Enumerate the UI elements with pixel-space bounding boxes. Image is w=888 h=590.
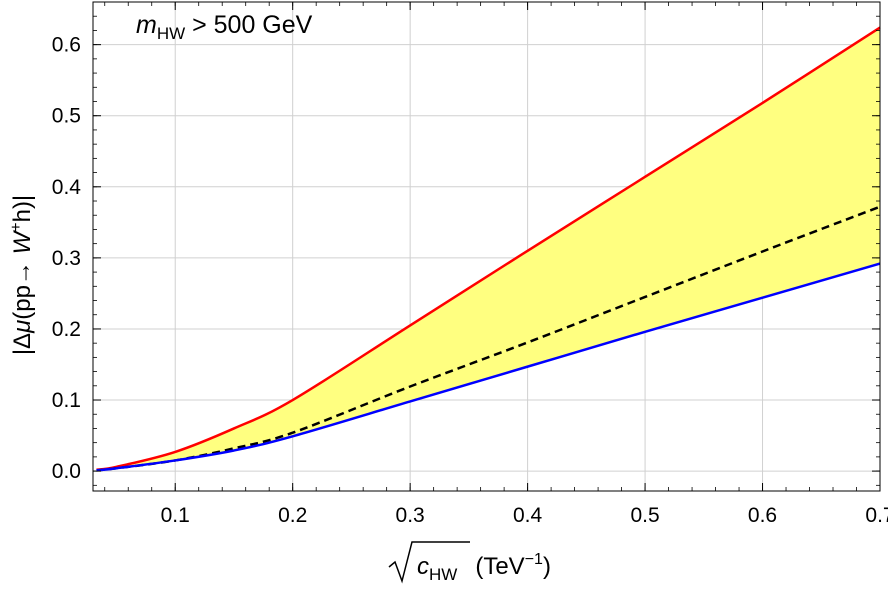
x-tick-label: 0.3 bbox=[396, 504, 425, 527]
x-axis-title: cHW (TeV−1) bbox=[388, 541, 551, 584]
sqrt-sign bbox=[388, 541, 470, 584]
x-tick-labels: 0.1 0.2 0.3 0.4 0.5 0.6 0.7 bbox=[161, 504, 888, 527]
axis-ticks bbox=[93, 1, 881, 491]
y-axis-label: |Δμ(pp→ W+h)| bbox=[8, 195, 36, 355]
series-lines bbox=[96, 26, 881, 472]
series-line-1 bbox=[96, 26, 881, 471]
x-tick-label: 0.4 bbox=[513, 504, 543, 527]
x-tick-label: 0.7 bbox=[865, 504, 888, 527]
y-tick-label: 0.1 bbox=[52, 389, 81, 412]
y-tick-label: 0.5 bbox=[52, 105, 81, 128]
y-tick-label: 0.0 bbox=[52, 460, 81, 483]
x-tick-label: 0.5 bbox=[630, 504, 659, 527]
x-tick-label: 0.6 bbox=[748, 504, 777, 527]
mass-cut-annotation: mHW > 500 GeV bbox=[136, 11, 313, 43]
series-line-2 bbox=[96, 205, 881, 472]
series-line-3 bbox=[96, 262, 881, 472]
plot-frame bbox=[92, 1, 881, 492]
x-tick-label: 0.2 bbox=[278, 504, 307, 527]
y-tick-label: 0.6 bbox=[52, 34, 81, 57]
uncertainty-band bbox=[96, 27, 880, 471]
x-axis-label: cHW (TeV−1) bbox=[417, 551, 551, 584]
y-tick-label: 0.3 bbox=[52, 247, 81, 270]
x-tick-label: 0.1 bbox=[161, 504, 190, 527]
y-tick-label: 0.4 bbox=[52, 176, 82, 199]
y-tick-labels: 0.0 0.1 0.2 0.3 0.4 0.5 0.6 bbox=[52, 34, 82, 483]
y-tick-label: 0.2 bbox=[52, 318, 81, 341]
